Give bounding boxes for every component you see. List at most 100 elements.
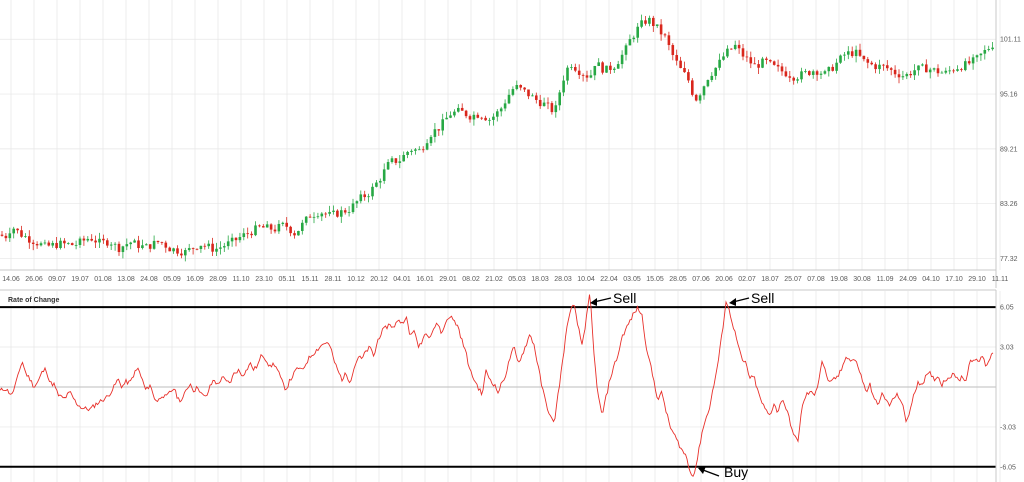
candle [207, 240, 210, 249]
candle [340, 206, 343, 223]
candle [889, 67, 893, 76]
candle [581, 73, 585, 82]
price-y-tick-label: 95.16 [1000, 92, 1018, 99]
candle [800, 67, 803, 83]
candle [640, 14, 643, 29]
candle [523, 87, 526, 93]
candle [137, 235, 140, 253]
price-x-tick-label: 18.03 [531, 276, 549, 283]
candle [823, 69, 827, 75]
candle [632, 35, 636, 43]
candle [979, 53, 983, 61]
candle [609, 62, 612, 74]
candle [706, 79, 710, 88]
candle [753, 57, 756, 65]
candle [160, 241, 164, 245]
candle [745, 50, 749, 62]
candle [542, 97, 546, 107]
candle [577, 64, 581, 79]
price-y-tick-label: 101.11 [1000, 37, 1021, 44]
price-x-tick-label: 28.05 [669, 276, 687, 283]
price-x-tick-label: 20.06 [715, 276, 733, 283]
candle [960, 67, 963, 72]
candle [184, 247, 187, 262]
candle [375, 180, 378, 188]
candle [359, 190, 363, 204]
candle [476, 112, 480, 119]
candle [152, 235, 156, 250]
candle [589, 69, 593, 79]
candle [98, 232, 101, 248]
candle [265, 221, 269, 228]
candle [702, 85, 706, 100]
candle [515, 80, 519, 91]
candle [722, 52, 725, 61]
candle [414, 148, 417, 155]
price-x-tick-labels: 14.06 26.06 09.07 19.07 01.08 13.08 24.08 05.09… [2, 276, 1008, 283]
price-x-tick-label: 18.07 [761, 276, 779, 283]
candle [273, 224, 277, 234]
candle [815, 69, 819, 81]
candle [117, 241, 121, 256]
candle [956, 65, 959, 72]
price-x-tick-label: 09.07 [48, 276, 66, 283]
candle [909, 70, 912, 78]
candle [172, 247, 175, 254]
candle [328, 205, 331, 217]
candle [776, 59, 780, 72]
price-x-tick-label: 11.09 [877, 276, 894, 283]
candle [761, 56, 764, 69]
candle [866, 56, 870, 69]
price-x-tick-label: 01.08 [94, 276, 112, 283]
price-x-tick-label: 15.11 [302, 276, 319, 283]
sell-annotation-2: Sell [729, 290, 774, 306]
price-x-tick-label: 10.12 [347, 276, 365, 283]
candle [449, 111, 452, 119]
candle [854, 45, 858, 63]
candle [441, 113, 444, 136]
candle [332, 205, 335, 215]
price-x-tick-label: 04.10 [922, 276, 940, 283]
candle [624, 43, 628, 61]
candle [297, 230, 300, 236]
roc-threshold-lines [0, 306, 996, 468]
roc-y-tick-label: 6.05 [1000, 305, 1014, 312]
candle [113, 242, 117, 251]
roc-y-tick-label: -3.03 [1000, 424, 1016, 431]
candle [566, 65, 569, 85]
candle [312, 212, 316, 224]
price-x-tick-label: 02.07 [738, 276, 756, 283]
roc-panel-title: Rate of Change [8, 297, 59, 304]
candle [63, 238, 66, 249]
candle [819, 71, 823, 80]
candle [47, 240, 51, 247]
candle [67, 242, 70, 245]
candle [562, 75, 565, 97]
price-y-tick-labels: 101.11 95.16 89.21 83.26 77.32 [1000, 37, 1021, 263]
candle [749, 51, 753, 69]
buy-arrow-head [698, 466, 706, 474]
candle [293, 230, 296, 239]
candle [714, 67, 717, 80]
candle [238, 232, 242, 243]
candle [336, 209, 339, 218]
candle [628, 34, 632, 46]
candle [464, 109, 468, 119]
candle [741, 44, 745, 61]
price-x-tick-label: 22.04 [600, 276, 618, 283]
candle [308, 214, 312, 218]
price-x-tick-label: 11.10 [233, 276, 250, 283]
candle [671, 43, 675, 61]
candle [667, 31, 671, 51]
candle [394, 157, 398, 166]
candle [804, 68, 807, 74]
candle [226, 235, 230, 250]
candle [882, 63, 885, 71]
candle [921, 63, 924, 67]
candle [223, 242, 226, 252]
candle [262, 224, 265, 228]
candle [644, 15, 647, 26]
sell-arrow-1-head [590, 298, 597, 306]
candle [445, 111, 448, 120]
buy-arrow-shaft [702, 469, 720, 477]
